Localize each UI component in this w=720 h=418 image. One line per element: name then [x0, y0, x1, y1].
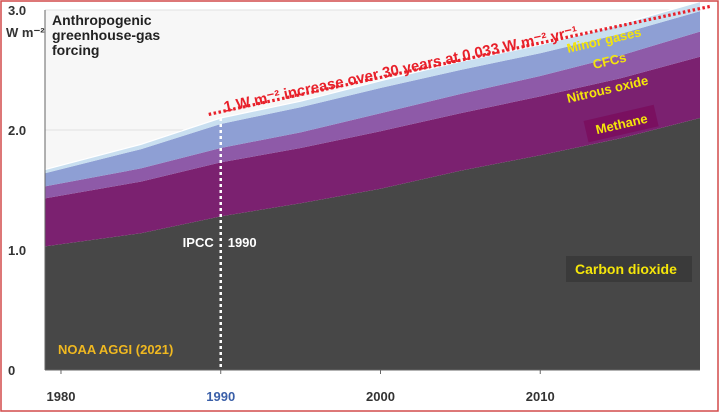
area-nitrous-oxide	[45, 31, 700, 199]
area-minor-gases	[45, 1, 700, 174]
ipcc-year-label: 1990	[228, 235, 257, 250]
source-label: NOAA AGGI (2021)	[58, 342, 173, 357]
area-methane	[45, 56, 700, 247]
area-cfcs	[45, 11, 700, 187]
y-unit-label: W m⁻²	[6, 25, 45, 40]
area-carbon-dioxide	[45, 118, 700, 370]
trend-line	[208, 4, 713, 116]
y-tick-label: 1.0	[8, 243, 26, 258]
total-forcing-edge	[44, 1, 701, 171]
label-carbon-dioxide: Carbon dioxide	[575, 261, 677, 277]
y-tick-label: 3.0	[8, 3, 26, 18]
x-tick-label: 2010	[526, 389, 555, 404]
x-tick-label: 2000	[366, 389, 395, 404]
label-co2-box	[566, 256, 692, 282]
y-tick-label: 2.0	[8, 123, 26, 138]
y-tick-label: 0	[8, 363, 15, 378]
ipcc-label: IPCC	[183, 235, 215, 250]
x-tick-label-highlight: 1990	[206, 389, 235, 404]
label-cfcs: CFCs	[591, 50, 627, 72]
x-tick-label: 1980	[47, 389, 76, 404]
chart-title-line: greenhouse-gas	[52, 27, 160, 43]
chart-title-line: Anthropogenic	[52, 12, 152, 28]
label-methane-box	[583, 104, 659, 143]
chart-title-line: forcing	[52, 42, 99, 58]
